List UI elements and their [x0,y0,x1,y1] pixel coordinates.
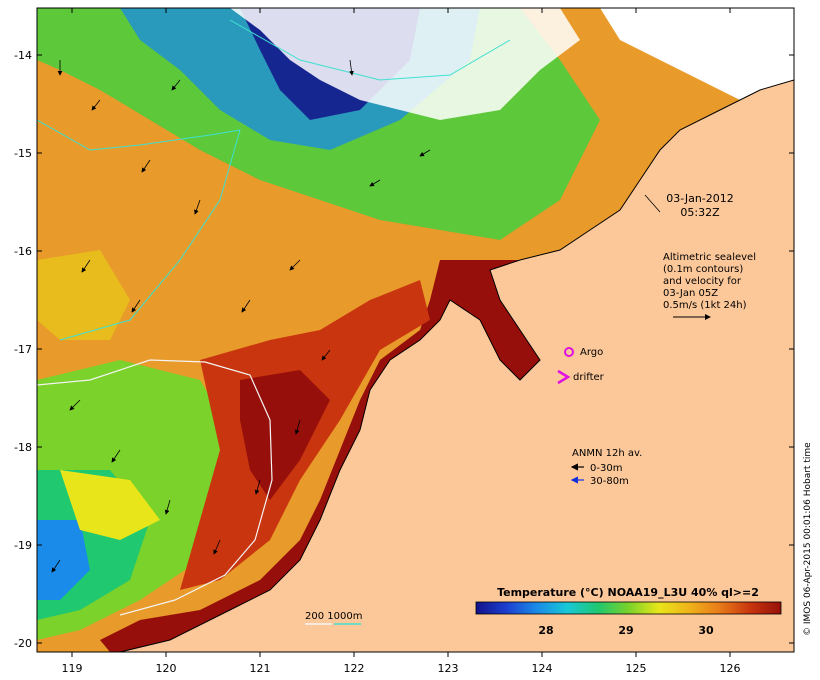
anmn-shallow-label: 0-30m [590,463,622,474]
lat-tick-label: -14 [14,49,32,62]
sst-zone-yellow [37,250,130,340]
lat-tick-label: -18 [14,441,32,454]
altimetry-legend: Altimetric sealevel (0.1m contours) and … [663,252,756,320]
altimetry-line-3: and velocity for [663,276,742,287]
isobath-label: 200 1000m [305,611,362,622]
argo-marker-icon [564,347,574,357]
lon-tick-label: 125 [626,662,647,675]
lon-tick-label: 122 [344,662,365,675]
isobath-1000m [37,119,241,341]
drifter-marker-icon [557,369,571,385]
anmn-title: ANMN 12h av. [572,448,642,459]
altimetry-line-4: 03-Jan 05Z [663,288,718,299]
lon-tick-label: 126 [720,662,741,675]
map-plot-area [37,8,794,652]
isobath-1000m-north [229,19,511,81]
isobath-legend: 200 1000m [305,611,362,625]
argo-label: Argo [580,347,603,358]
anmn-legend: ANMN 12h av. 0-30m 30-80m [570,448,642,487]
colorbar-gradient [475,601,782,615]
altimetry-line-5: 0.5m/s (1kt 24h) [663,300,747,311]
map-frame [36,7,795,653]
land-mass [119,8,794,652]
drifter-legend: drifter [557,369,605,385]
isobath-200m [37,359,273,616]
colorbar-tick-30: 30 [698,624,714,637]
cloud-mask [230,8,580,120]
lat-tick-label: -16 [14,245,32,258]
drifter-label: drifter [573,372,605,383]
lat-tick-label: -15 [14,147,32,160]
argo-legend: Argo [564,347,603,358]
lat-tick-label: -19 [14,539,32,552]
credit-text: © IMOS 06-Apr-2015 00:01:06 Hobart time [803,442,813,636]
lon-tick-label: 124 [532,662,553,675]
sst-zone-west-yellow [60,470,160,540]
anmn-deep-label: 30-80m [590,476,629,487]
lon-axis: 119 120 121 122 123 124 125 126 [62,8,741,675]
lat-tick-label: -17 [14,343,32,356]
sst-zone-west-blue [37,520,90,600]
lon-tick-label: 119 [62,662,83,675]
lon-tick-label: 121 [250,662,271,675]
time-pointer [644,194,661,213]
colorbar-tick-29: 29 [618,624,633,637]
lon-tick-label: 120 [156,662,177,675]
lat-tick-label: -20 [14,637,32,650]
date-label: 03-Jan-2012 [666,192,734,205]
colorbar-tick-28: 28 [538,624,553,637]
cloud-mask-east [600,8,794,110]
lat-axis: -14 -15 -16 -17 -18 -19 -20 [14,49,794,650]
altimetry-line-2: (0.1m contours) [663,264,743,275]
colorbar: Temperature (°C) NOAA19_L3U 40% ql>=2 28… [475,586,782,637]
velocity-vectors [51,59,431,573]
time-label: 05:32Z [680,206,720,219]
colorbar-title: Temperature (°C) NOAA19_L3U 40% ql>=2 [497,586,759,599]
altimetry-line-1: Altimetric sealevel [663,252,756,263]
lon-tick-label: 123 [438,662,459,675]
